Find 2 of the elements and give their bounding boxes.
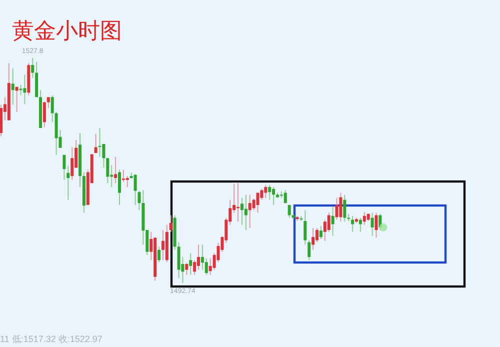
annotation: 11 低:1517.32 收:1522.97: [0, 334, 102, 344]
title: 黄金小时图: [12, 19, 122, 44]
